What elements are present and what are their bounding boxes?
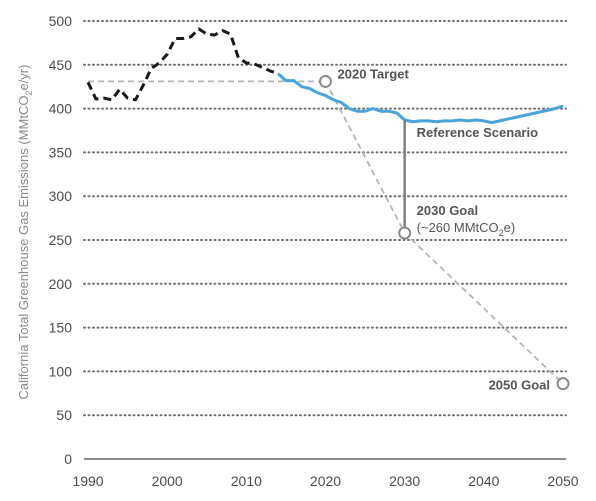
gridlines	[83, 20, 567, 460]
label-2030-goal-value: (~260 MMtCO2e)	[417, 220, 516, 238]
y-tick-label: 350	[49, 144, 73, 160]
y-tick-label: 0	[64, 451, 72, 467]
y-tick-label: 450	[49, 57, 73, 73]
x-tick-label: 2030	[389, 473, 420, 489]
y-axis-label: California Total Greenhouse Gas Emission…	[16, 65, 34, 400]
annotations: 2020 Target Reference Scenario 2030 Goal…	[338, 66, 551, 392]
x-tick-label: 2040	[468, 473, 499, 489]
y-tick-label: 250	[49, 232, 73, 248]
label-2030-goal: 2030 Goal	[417, 203, 478, 218]
x-tick-label: 2020	[310, 473, 341, 489]
y-tick-label: 300	[49, 188, 73, 204]
goal-marker	[319, 74, 332, 88]
label-2020-target: 2020 Target	[338, 66, 410, 81]
x-axis-ticks: 1990 2000 2010 2020 2030 2040 2050	[72, 473, 578, 489]
y-tick-label: 400	[49, 101, 73, 117]
x-tick-label: 2000	[152, 473, 183, 489]
x-tick-label: 2050	[547, 473, 578, 489]
y-tick-label: 150	[49, 320, 73, 336]
series-line-1	[277, 72, 564, 125]
y-tick-label: 100	[49, 363, 73, 379]
series-line-0	[86, 27, 279, 102]
y-tick-label: 50	[56, 407, 72, 423]
x-tick-label: 2010	[231, 473, 262, 489]
y-axis-ticks: 0 50 100 150 200 250 300 350 400 450 500	[49, 13, 73, 467]
label-reference-scenario: Reference Scenario	[417, 125, 538, 140]
y-tick-label: 500	[49, 13, 73, 29]
goal-markers	[319, 74, 570, 391]
x-tick-label: 1990	[72, 473, 103, 489]
label-2050-goal: 2050 Goal	[489, 378, 550, 393]
goal-marker	[556, 377, 570, 391]
y-tick-label: 200	[49, 276, 73, 292]
goal-marker	[398, 226, 412, 240]
